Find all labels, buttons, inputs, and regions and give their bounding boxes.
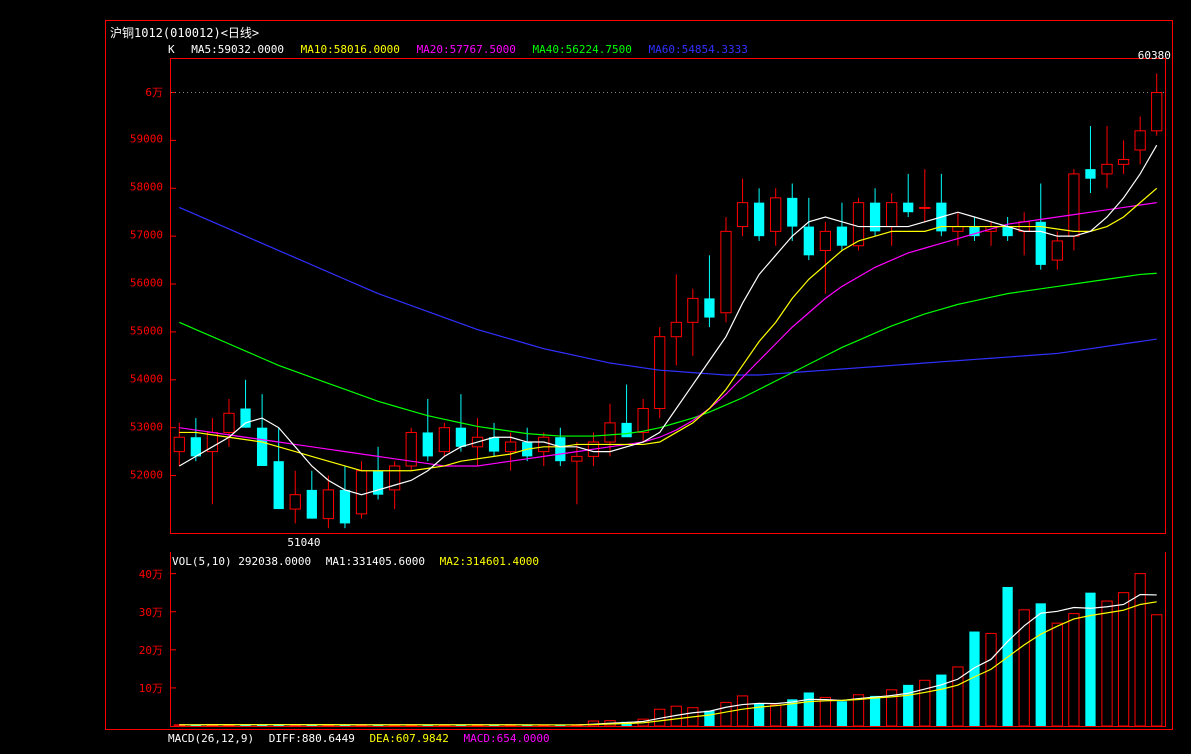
legend-dea: DEA:607.9842 — [369, 732, 448, 745]
chart-title: 沪铜1012(010012)<日线> — [110, 24, 259, 41]
price-panel[interactable]: 52000 53000 54000 55000 56000 57000 58000 59000… — [105, 40, 1172, 540]
vol-y-axis: 10万 20万 30万 40万 — [105, 552, 167, 727]
price-tick: 54000 — [130, 372, 163, 385]
vol-tick: 10万 — [139, 680, 163, 696]
price-plot-area[interactable] — [170, 58, 1166, 534]
price-tick: 52000 — [130, 468, 163, 481]
price-tick: 53000 — [130, 420, 163, 433]
price-svg — [171, 59, 1165, 533]
vol-tick: 20万 — [139, 642, 163, 658]
vol-tick: 40万 — [139, 566, 163, 582]
vol-svg — [171, 552, 1165, 726]
price-y-axis: 52000 53000 54000 55000 56000 57000 58000 59000… — [105, 58, 167, 534]
vol-plot-area[interactable] — [170, 552, 1166, 727]
legend-diff: DIFF:880.6449 — [269, 732, 355, 745]
legend-macd-label: MACD(26,12,9) — [168, 732, 254, 745]
price-tick: 6万 — [145, 84, 163, 100]
macd-legend: MACD(26,12,9) DIFF:880.6449 DEA:607.9842… — [168, 732, 558, 745]
price-callout: 51040 — [287, 536, 320, 549]
price-tick: 56000 — [130, 277, 163, 290]
price-tick: 59000 — [130, 133, 163, 146]
price-callout: 60380 — [1138, 49, 1171, 62]
legend-macd: MACD:654.0000 — [464, 732, 550, 745]
price-tick: 55000 — [130, 324, 163, 337]
volume-panel[interactable]: 10万 20万 30万 40万 — [105, 552, 1172, 727]
price-tick: 57000 — [130, 229, 163, 242]
price-tick: 58000 — [130, 181, 163, 194]
vol-tick: 30万 — [139, 604, 163, 620]
